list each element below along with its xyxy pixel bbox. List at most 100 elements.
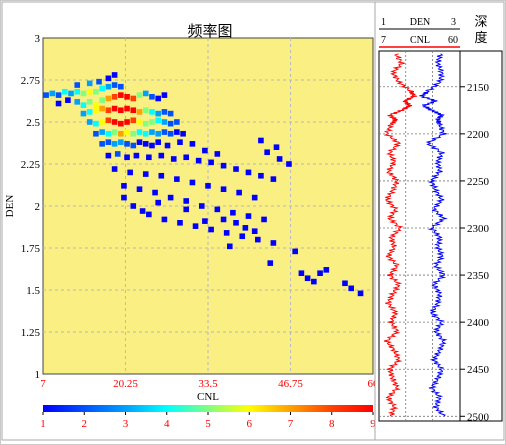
heatmap-bin xyxy=(93,107,99,114)
heatmap-bin xyxy=(195,157,202,164)
heatmap-bin xyxy=(161,216,168,223)
depth-tick-label: 2300 xyxy=(467,223,490,235)
heatmap-bin xyxy=(105,83,112,90)
heatmap-bin xyxy=(80,90,87,97)
heatmap-bin xyxy=(136,186,143,192)
color-bar-label: 6 xyxy=(247,418,253,430)
heatmap-bin xyxy=(258,137,264,144)
y-tick-labels: 1 1.25 1.5 1.75 2 2.25 2.5 2.75 3 xyxy=(21,33,41,381)
heatmap-bin xyxy=(49,90,56,97)
log-curves xyxy=(383,53,448,417)
heatmap-bin xyxy=(158,152,165,159)
heatmap-bin xyxy=(105,107,112,114)
heatmap-bin xyxy=(167,120,174,127)
y-tick-label: 2.5 xyxy=(26,117,40,129)
heatmap-bin xyxy=(174,119,180,125)
heatmap-bin xyxy=(167,194,174,201)
heatmap-bin xyxy=(80,102,87,108)
heatmap-bin xyxy=(170,156,177,162)
x-tick-label: 60 xyxy=(368,378,380,390)
heatmap-bin xyxy=(348,285,355,292)
heatmap-bin xyxy=(136,129,143,135)
heatmap-bin xyxy=(192,223,199,229)
heatmap-bin xyxy=(136,119,143,125)
heatmap-bin xyxy=(189,141,196,147)
heatmap-bin xyxy=(86,119,93,125)
heatmap-bin xyxy=(155,130,161,137)
heatmap-bin xyxy=(183,198,190,204)
heatmap-bin xyxy=(80,110,87,117)
heatmap-bin xyxy=(167,130,174,137)
heatmap-bin xyxy=(124,129,130,135)
heatmap-bin xyxy=(105,95,112,102)
heatmap-bin xyxy=(111,105,118,112)
heatmap-bin xyxy=(99,119,105,125)
x-tick-labels: 7 20.25 33.5 46.75 60 xyxy=(40,378,379,390)
depth-track xyxy=(459,50,503,422)
heatmap-bin xyxy=(230,209,236,216)
heatmap-bin xyxy=(304,275,311,282)
heatmap-bin xyxy=(99,105,105,112)
y-tick-label: 2 xyxy=(35,201,41,213)
heatmap-bin xyxy=(86,80,93,87)
heatmap-bin xyxy=(139,208,146,214)
heatmap-bin xyxy=(251,194,258,201)
heatmap-bin xyxy=(130,203,137,209)
y-axis-label: DEN xyxy=(4,195,16,218)
heatmap-bin xyxy=(114,151,121,157)
heatmap-bin xyxy=(105,130,112,137)
heatmap-bin xyxy=(233,220,239,226)
heatmap-bin xyxy=(121,194,127,201)
heatmap-bin xyxy=(105,117,112,124)
heatmap-bin xyxy=(220,162,227,169)
heatmap-bin xyxy=(202,218,208,224)
heatmap-bin xyxy=(142,130,149,137)
y-tick-label: 1.5 xyxy=(26,285,40,297)
heatmap-bin xyxy=(111,94,118,100)
color-bar-label: 7 xyxy=(288,418,294,430)
heatmap-bin xyxy=(93,130,99,137)
heatmap-bin xyxy=(236,189,242,196)
color-bar: 1 2 3 4 5 6 7 8 9 xyxy=(40,405,376,430)
heatmap-bin xyxy=(86,88,93,95)
heatmap-bin xyxy=(161,92,168,98)
heatmap-bin xyxy=(133,152,140,159)
heatmap-bin xyxy=(146,211,152,218)
den-max-label: 3 xyxy=(451,17,456,28)
depth-tick-label: 2250 xyxy=(467,176,490,188)
heatmap-bin xyxy=(342,280,348,287)
heatmap-bin xyxy=(55,92,62,98)
heatmap-bin xyxy=(214,206,221,213)
heatmap-bin xyxy=(198,203,205,209)
heatmap-bin xyxy=(105,152,112,159)
heatmap-bin xyxy=(99,85,105,92)
heatmap-bin xyxy=(124,154,130,161)
heatmap-bin xyxy=(149,129,155,135)
cnl-min-label: 7 xyxy=(381,35,386,46)
cnl-curve xyxy=(383,53,417,417)
heatmap-bin xyxy=(130,130,137,137)
heatmap-bin xyxy=(86,99,93,105)
depth-tick-label: 2150 xyxy=(467,82,490,94)
heatmap-bin xyxy=(311,278,317,285)
color-bar-gradient xyxy=(43,405,373,412)
heatmap-bin xyxy=(142,171,149,177)
heatmap-bin xyxy=(118,92,124,98)
heatmap-bin xyxy=(261,216,267,223)
heatmap-bin xyxy=(167,110,174,117)
heatmap-bin xyxy=(93,120,99,127)
color-bar-label: 1 xyxy=(40,418,46,430)
heatmap-bin xyxy=(220,216,227,223)
heatmap-bin xyxy=(118,139,124,145)
heatmap-bin xyxy=(121,183,127,189)
depth-tick-label: 2400 xyxy=(467,317,490,329)
heatmap-bin xyxy=(155,110,161,117)
depth-tick-label: 2350 xyxy=(467,270,490,282)
x-tick-label: 46.75 xyxy=(278,378,303,390)
heatmap-bin xyxy=(149,94,155,100)
heatmap-bin xyxy=(245,213,252,219)
heatmap-bin xyxy=(149,109,155,115)
heatmap-bin xyxy=(208,226,214,233)
